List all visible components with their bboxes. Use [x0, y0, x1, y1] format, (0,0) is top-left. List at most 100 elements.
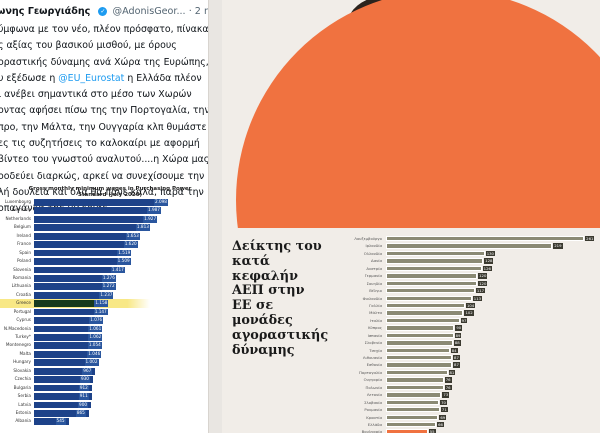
wage-chart-row: Poland 1.509 [0, 257, 208, 265]
wage-chart-bar[interactable] [34, 266, 124, 274]
wage-chart-bar[interactable] [34, 291, 113, 299]
gdp-chart-category-label: Δανία [370, 258, 382, 264]
wage-chart-bar[interactable] [34, 317, 103, 324]
wage-chart-bar[interactable] [34, 274, 115, 282]
gdp-chart-bar[interactable] [386, 273, 478, 279]
gdp-chart-bar[interactable] [386, 243, 553, 249]
wage-chart-bar[interactable] [34, 393, 92, 400]
gdp-chart-bar[interactable] [386, 355, 453, 361]
gdp-chart-bar[interactable] [386, 310, 464, 316]
gdp-chart-bar[interactable] [386, 407, 440, 413]
tweet-line: οραστικής δύναμης ανά Χώρα της Ευρώπης, [0, 56, 208, 68]
wage-chart-bar[interactable] [34, 325, 102, 333]
gdp-chart-bar[interactable] [386, 369, 448, 376]
wage-chart-bar[interactable] [34, 215, 157, 223]
wage-chart-bar[interactable] [34, 258, 130, 265]
wage-chart-bar[interactable] [34, 232, 139, 240]
wage-chart-bar[interactable] [34, 359, 98, 367]
wage-chart-value-label: 1.272 [101, 283, 116, 291]
tweet-line: προ, την Μάλτα, την Ουγγαρία κλπ θυμάστε [0, 121, 207, 133]
wage-chart-row: Spain 1.519 [0, 249, 208, 257]
gdp-chart-bar[interactable] [386, 295, 472, 301]
wage-chart-row: Luxembourg 2.098 [0, 198, 208, 206]
wage-chart-row: Netherlands 1.927 [0, 215, 208, 223]
gdp-chart-bar[interactable] [386, 250, 485, 257]
wage-chart-row: Ireland 1.653 [0, 232, 208, 240]
wage-chart-category-label: Serbia [17, 393, 31, 399]
gdp-chart-category-label: Σουηδία [366, 280, 382, 286]
gdp-chart-row: Εσθονία 87 [330, 361, 600, 368]
wage-chart-row: Lithuania 1.272 [0, 282, 208, 291]
wage-chart-bar[interactable] [34, 350, 101, 358]
wage-chart-bar[interactable] [34, 308, 107, 316]
gdp-chart-bar[interactable] [386, 429, 428, 433]
gdp-chart-value-label: 69 [439, 414, 447, 420]
gdp-chart-bar[interactable] [386, 332, 454, 339]
wage-chart-bar[interactable] [34, 376, 93, 383]
tweet-time[interactable]: · 2 η [189, 6, 208, 17]
gdp-chart[interactable]: Λουξεμβούργο 261 Ιρλανδία 219 Ολλανδία 130 Δαν… [330, 235, 600, 433]
wage-chart-bar[interactable] [34, 241, 137, 248]
gdp-chart-bar[interactable] [386, 288, 475, 294]
wage-chart-category-label: Latvia [18, 401, 31, 407]
wage-chart-category-label: Slovakia [13, 367, 31, 373]
wage-chart-category-label: Greece [16, 300, 31, 306]
gdp-chart-bar[interactable] [386, 377, 444, 383]
author-handle[interactable]: @AdonisGeor... [112, 6, 186, 17]
mention-link[interactable]: @EU_Eurostat [58, 72, 125, 84]
wage-chart-value-label: 912 [78, 384, 89, 392]
gdp-chart-bar[interactable] [386, 265, 482, 272]
wage-chart-value-label: 1.509 [116, 258, 131, 265]
gdp-chart-category-label: Σλοβενία [364, 340, 382, 346]
wage-chart-bar[interactable] [34, 224, 149, 232]
author-name[interactable]: ωνης Γεωργιάδης [0, 6, 91, 17]
gdp-chart-bar[interactable] [386, 302, 465, 309]
gdp-chart-row: Γερμανία 120 [330, 272, 600, 279]
gdp-chart-bar[interactable] [386, 421, 437, 428]
gdp-chart-category-label: Αυστρία [366, 265, 382, 271]
wage-chart-bar[interactable] [34, 367, 96, 375]
wage-chart-bar[interactable] [34, 207, 160, 215]
wage-chart-row: Croatia 1.237 [0, 291, 208, 299]
gdp-chart-category-label: Λουξεμβούργο [354, 236, 382, 241]
wage-chart-value-label: 2.098 [153, 199, 168, 206]
gdp-chart-bar[interactable] [386, 347, 450, 353]
wage-chart-row: Cyprus 1.076 [0, 316, 208, 324]
gdp-chart-row: Ουγγαρία 76 [330, 376, 600, 383]
wage-chart-bar[interactable] [34, 409, 89, 417]
gdp-chart-bar[interactable] [386, 399, 440, 406]
wage-chart-bar[interactable] [34, 334, 102, 341]
tweet-line: υ εξέδωσε η @EU_Eurostat η Ελλάδα πλέον [0, 71, 206, 87]
wage-chart-category-label: Turkey* [15, 334, 31, 339]
gdp-chart-bar[interactable] [386, 280, 478, 287]
wage-chart[interactable]: Luxembourg 2.098 Germany 1.987 Netherlands 1.… [0, 198, 208, 426]
wage-chart-category-label: Lithuania [11, 283, 31, 289]
gdp-chart-bar[interactable] [386, 384, 444, 391]
gdp-chart-value-label: 102 [464, 310, 474, 316]
wage-chart-bar[interactable] [34, 283, 115, 291]
wage-chart-bar[interactable] [34, 199, 167, 206]
gdp-chart-bar[interactable] [386, 258, 484, 264]
wage-chart-row: Malta 1.046 [0, 350, 208, 358]
gdp-chart-bar[interactable] [386, 325, 455, 331]
gdp-chart-bar[interactable] [386, 317, 460, 324]
gdp-chart-bar[interactable] [386, 414, 439, 420]
wage-chart-row: Albania 545 [0, 417, 208, 426]
gdp-chart-bar[interactable] [386, 236, 585, 242]
wage-chart-value-label: 911 [78, 393, 89, 400]
gdp-chart-category-label: Βουλγαρία [361, 429, 382, 433]
wage-chart-bar[interactable] [34, 384, 92, 392]
wage-chart-bar[interactable] [34, 342, 101, 350]
wage-chart-bar[interactable] [34, 418, 69, 426]
wage-chart-bar[interactable] [34, 401, 92, 409]
gdp-chart-bar[interactable] [386, 362, 453, 368]
gdp-chart-bar[interactable] [386, 340, 453, 346]
wage-chart-value-label: 1.927 [143, 215, 158, 223]
wage-chart-category-label: Bulgaria [13, 384, 31, 390]
wage-chart-bar[interactable] [34, 249, 131, 257]
gdp-chart-category-label: Ελλάδα [367, 421, 382, 427]
gdp-chart-bar[interactable] [386, 392, 442, 398]
gdp-chart-value-label: 76 [444, 384, 452, 391]
tweet-line: λή δουλειά και όλα θα πάνε καλά, παρά τη… [0, 186, 204, 198]
wage-chart-bar[interactable] [34, 300, 108, 308]
